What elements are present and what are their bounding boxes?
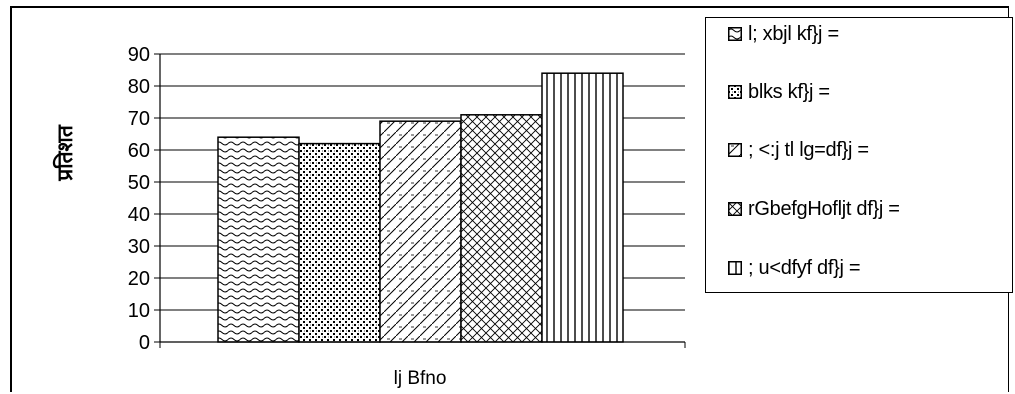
legend-swatch (728, 202, 742, 216)
axes (154, 53, 686, 348)
y-tick-label: 50 (128, 172, 150, 194)
legend-swatch (728, 143, 742, 157)
legend-swatch (728, 85, 742, 99)
legend-label: l; xbjl kf}j = (748, 22, 839, 45)
y-axis-label: प्रतिशत (52, 124, 77, 182)
y-tick-label: 70 (128, 108, 150, 130)
bars (217, 72, 624, 343)
bar-chart: 0 10 20 30 40 50 60 70 80 90 प्रतिशत lj Bfno (52, 44, 686, 389)
legend: l; xbjl kf}j = blks kf}j = ; <:j tl lg=df}… (705, 17, 1013, 293)
legend-item: rGbefgHofljt df}j = (728, 197, 900, 221)
y-tick-label: 0 (139, 332, 150, 354)
legend-swatch (728, 261, 742, 275)
y-tick-label: 10 (128, 300, 150, 322)
y-tick-label: 20 (128, 268, 150, 290)
y-tick-label: 80 (128, 76, 150, 98)
y-tick-label: 40 (128, 204, 150, 226)
legend-label: ; <:j tl lg=df}j = (748, 138, 869, 161)
y-tick-labels: 0 10 20 30 40 50 60 70 80 90 (128, 44, 150, 354)
x-axis-label: lj Bfno (394, 368, 447, 389)
legend-item: l; xbjl kf}j = (728, 22, 839, 46)
legend-label: rGbefgHofljt df}j = (748, 197, 900, 220)
bar-series-5 (541, 72, 624, 343)
y-tick-label: 30 (128, 236, 150, 258)
y-tick-label: 90 (128, 44, 150, 66)
bar-series-1 (217, 136, 300, 343)
legend-label: blks kf}j = (748, 80, 830, 103)
legend-label: ; u<dfyf df}j = (748, 256, 861, 279)
bar-series-3 (379, 120, 462, 343)
bar-series-2 (298, 142, 381, 343)
legend-item: ; <:j tl lg=df}j = (728, 138, 869, 162)
y-tick-label: 60 (128, 140, 150, 162)
legend-item: blks kf}j = (728, 80, 830, 104)
bar-series-4 (460, 114, 543, 343)
legend-item: ; u<dfyf df}j = (728, 256, 861, 280)
legend-swatch (728, 27, 742, 41)
